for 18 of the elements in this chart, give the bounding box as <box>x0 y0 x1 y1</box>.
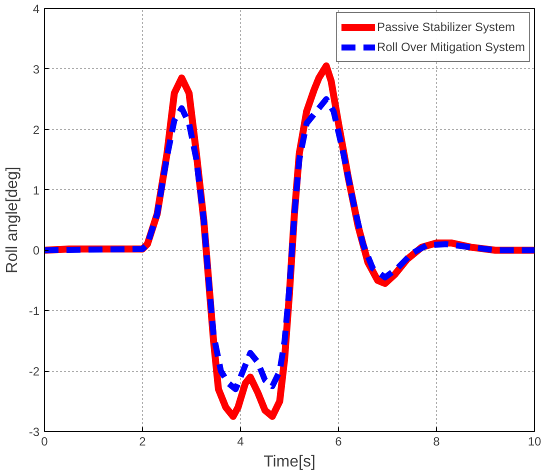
x-tick-label: 6 <box>335 434 342 448</box>
y-axis-title: Roll angle[deg] <box>4 166 21 274</box>
y-tick-label: 2 <box>32 122 40 137</box>
x-axis-title: Time[s] <box>264 454 316 470</box>
x-tick-label: 8 <box>433 434 440 448</box>
x-tick-label: 2 <box>139 434 146 448</box>
y-tick-label: 1 <box>32 183 40 198</box>
y-tick-label: 4 <box>32 2 40 16</box>
legend-label: Roll Over Mitigation System <box>376 40 525 54</box>
legend-label: Passive Stabilizer System <box>376 20 515 34</box>
y-tick-label: -2 <box>28 364 40 379</box>
y-tick-label: 3 <box>32 62 40 76</box>
x-tick-label: 4 <box>237 434 244 448</box>
y-tick-label: 0 <box>32 244 40 258</box>
x-tick-label: 0 <box>41 434 48 448</box>
y-tick-label: -3 <box>28 425 40 439</box>
x-tick-label: 10 <box>528 434 542 448</box>
y-tick-label: -1 <box>28 304 40 318</box>
